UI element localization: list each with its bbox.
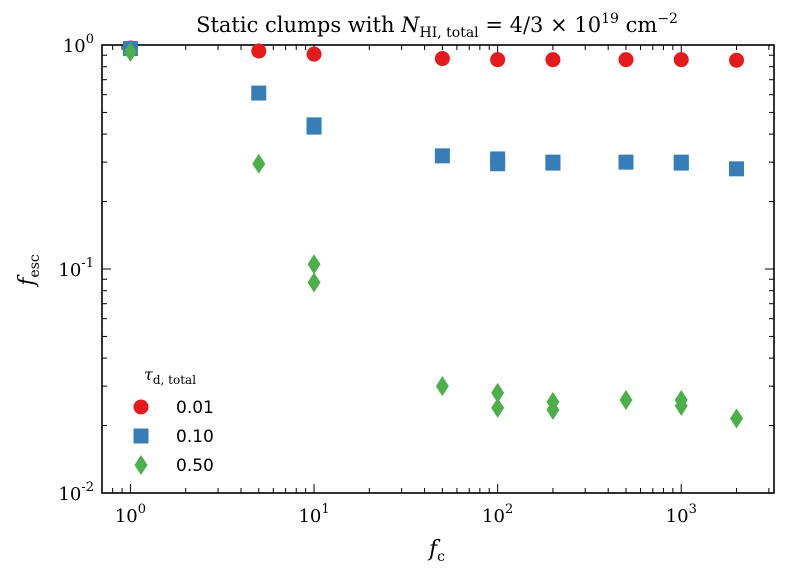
data-point-square: [490, 156, 506, 172]
chart-title: Static clumps with NHI, total = 4/3 × 10…: [196, 11, 678, 41]
legend-label: 0.50: [176, 456, 214, 476]
data-point-diamond: [252, 153, 266, 174]
legend-title: τd, total: [144, 365, 196, 387]
legend-marker-circle: [133, 399, 149, 415]
data-point-square: [673, 155, 689, 171]
data-point-square: [306, 119, 322, 135]
legend-marker-square: [133, 428, 149, 444]
legend-label: 0.01: [176, 398, 214, 418]
data-point-circle: [673, 52, 689, 68]
tick-labels: 100 101 102 103 10-2 10-1 100: [58, 32, 696, 527]
x-tick-label: 101: [298, 502, 329, 527]
data-point-diamond: [546, 399, 560, 420]
data-point-circle: [545, 52, 561, 68]
y-tick-label: 100: [63, 32, 94, 57]
data-point-diamond: [307, 254, 321, 275]
data-point-diamond: [307, 272, 321, 293]
legend: τd, total 0.01 0.10 0.50: [133, 365, 214, 476]
y-axis-label: fesc: [15, 254, 43, 288]
legend-label: 0.10: [176, 427, 214, 447]
data-points: [122, 40, 745, 429]
data-point-square: [251, 85, 267, 101]
data-point-diamond: [619, 390, 633, 411]
y-tick-label: 10-1: [58, 256, 94, 281]
x-tick-label: 103: [666, 502, 697, 527]
y-tick-label: 10-2: [58, 480, 94, 505]
x-axis-label: fc: [427, 537, 445, 565]
plot-frame: [101, 44, 775, 494]
data-point-circle: [251, 43, 267, 59]
data-point-circle: [729, 52, 745, 68]
data-point-diamond: [730, 408, 744, 429]
data-point-diamond: [491, 397, 505, 418]
data-point-square: [729, 161, 745, 177]
data-point-circle: [618, 52, 634, 68]
legend-marker-diamond: [134, 455, 148, 475]
data-point-circle: [490, 52, 506, 68]
data-point-circle: [434, 51, 450, 67]
data-point-diamond: [435, 376, 449, 397]
data-point-square: [618, 154, 634, 170]
data-point-diamond: [123, 42, 137, 63]
data-point-diamond: [491, 382, 505, 403]
data-point-square: [545, 155, 561, 171]
data-point-square: [434, 148, 450, 164]
data-point-circle: [306, 46, 322, 62]
x-tick-label: 102: [482, 502, 513, 527]
axis-ticks: [101, 44, 774, 494]
x-tick-label: 100: [115, 502, 146, 527]
data-point-diamond: [674, 395, 688, 416]
